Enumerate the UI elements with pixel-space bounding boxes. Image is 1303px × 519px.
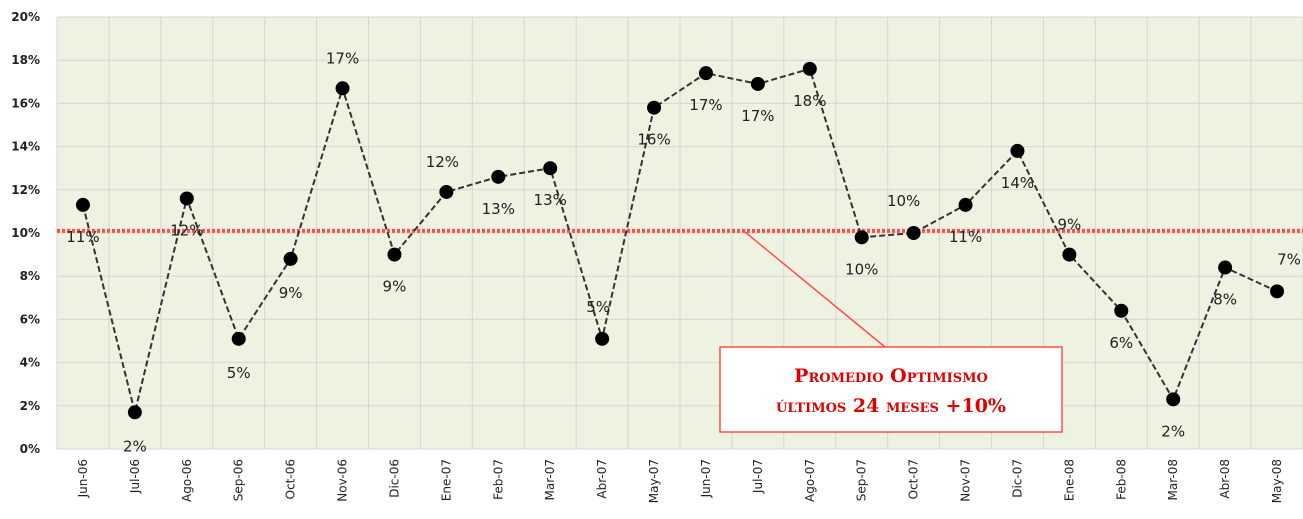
data-label: 17% — [326, 49, 359, 67]
point — [647, 100, 662, 115]
point — [283, 251, 298, 266]
point — [1010, 143, 1025, 158]
point — [75, 197, 90, 212]
point — [1062, 247, 1077, 262]
y-tick-label: 10% — [11, 226, 40, 240]
point — [179, 191, 194, 206]
data-label: 12% — [170, 221, 203, 239]
x-tick-label: Mar-08 — [1166, 459, 1180, 500]
data-label: 16% — [637, 131, 670, 149]
annotation-box — [719, 346, 1063, 433]
x-tick-label: Jul-07 — [751, 459, 765, 494]
data-label: 6% — [1109, 334, 1133, 352]
data-label: 11% — [66, 228, 99, 246]
data-label: 18% — [793, 92, 826, 110]
x-tick-label: Oct-06 — [284, 459, 298, 499]
annotation-pointer — [744, 231, 886, 348]
x-tick-label: Dic-07 — [1010, 459, 1024, 498]
data-label: 8% — [1213, 291, 1237, 309]
y-tick-label: 2% — [20, 399, 40, 413]
data-label: 13% — [534, 191, 567, 209]
data-label: 14% — [1001, 174, 1034, 192]
point — [698, 66, 713, 81]
y-tick-label: 0% — [20, 442, 40, 456]
point — [439, 184, 454, 199]
point — [1166, 392, 1181, 407]
y-tick-label: 20% — [11, 10, 40, 24]
x-tick-label: Abr-07 — [595, 459, 609, 499]
x-tick-label: Ene-08 — [1062, 459, 1076, 501]
point — [595, 331, 610, 346]
x-tick-label: Ago-06 — [180, 459, 194, 502]
line — [81, 67, 1278, 413]
x-tick-label: Feb-08 — [1114, 459, 1128, 500]
y-tick-label: 14% — [11, 140, 40, 154]
point — [387, 247, 402, 262]
data-label: 9% — [279, 284, 303, 302]
point — [1218, 260, 1233, 275]
point — [127, 405, 142, 420]
point — [906, 226, 921, 240]
data-label: 17% — [689, 96, 722, 114]
data-label: 5% — [586, 298, 610, 316]
y-tick-label: 16% — [11, 96, 40, 110]
point — [1270, 284, 1285, 299]
point — [231, 331, 246, 346]
data-label: 13% — [482, 200, 515, 218]
x-tick-label: Nov-07 — [959, 459, 973, 502]
y-tick-label: 8% — [20, 269, 40, 283]
y-tick-label: 4% — [20, 356, 40, 370]
x-tick-label: Mar-07 — [543, 459, 557, 500]
x-tick-label: Jun-06 — [76, 459, 90, 498]
data-label: 10% — [887, 192, 920, 210]
data-label: 9% — [383, 278, 407, 296]
x-tick-label: Nov-06 — [336, 459, 350, 502]
data-label: 17% — [741, 107, 774, 125]
annotation-text: últimos 24 meses +10% — [776, 395, 1006, 417]
x-tick-label: Sep-06 — [232, 459, 246, 501]
data-label: 11% — [949, 228, 982, 246]
x-tick-label: May-07 — [647, 459, 661, 503]
point — [958, 197, 973, 212]
x-tick-label: Ene-07 — [439, 459, 453, 501]
x-tick-label: Sep-07 — [855, 459, 869, 501]
point — [854, 230, 869, 245]
annotation: Promedio Optimismo últimos 24 meses +10% — [719, 231, 1063, 433]
point — [491, 169, 506, 184]
x-tick-label: Oct-07 — [907, 459, 921, 499]
point — [335, 81, 350, 96]
x-tick-label: Dic-06 — [387, 459, 401, 498]
data-label: 7% — [1277, 250, 1301, 268]
data-label: 10% — [845, 260, 878, 278]
data-label: 9% — [1057, 216, 1081, 234]
data-label: 5% — [227, 364, 251, 382]
x-tick-label: Jun-07 — [699, 459, 713, 498]
x-tick-label: Abr-08 — [1218, 459, 1232, 499]
x-tick-label: Jul-06 — [128, 459, 142, 494]
y-tick-label: 6% — [20, 312, 40, 326]
y-tick-label: 18% — [11, 53, 40, 67]
point — [750, 76, 765, 91]
data-label: 12% — [426, 153, 459, 171]
x-tick-label: Ago-07 — [803, 459, 817, 502]
point — [1114, 303, 1129, 318]
point — [802, 61, 817, 76]
point — [543, 161, 558, 176]
x-tick-label: Feb-07 — [491, 459, 505, 500]
data-label: 2% — [1161, 422, 1185, 440]
y-tick-label: 12% — [11, 183, 40, 197]
annotation-text: Promedio Optimismo — [794, 365, 988, 387]
x-tick-label: May-08 — [1270, 459, 1284, 503]
data-label: 2% — [123, 437, 147, 455]
